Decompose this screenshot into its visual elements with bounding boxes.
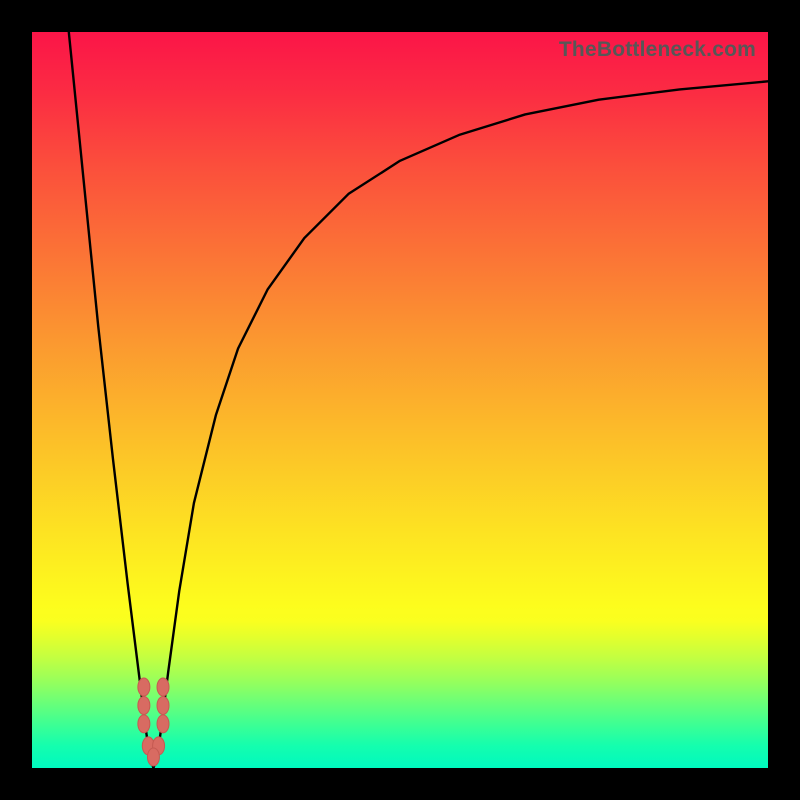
marker-dot: [157, 715, 169, 733]
plot-area: TheBottleneck.com: [32, 32, 768, 768]
watermark-text: TheBottleneck.com: [559, 38, 756, 62]
outer-frame: TheBottleneck.com: [0, 0, 800, 800]
marker-dot: [138, 678, 150, 696]
marker-dot: [147, 748, 159, 766]
marker-dot: [138, 715, 150, 733]
marker-dot: [157, 678, 169, 696]
marker-dot: [138, 696, 150, 714]
chart-svg: [32, 32, 768, 768]
data-markers: [138, 678, 169, 766]
marker-dot: [157, 696, 169, 714]
bottleneck-curve: [69, 32, 768, 768]
